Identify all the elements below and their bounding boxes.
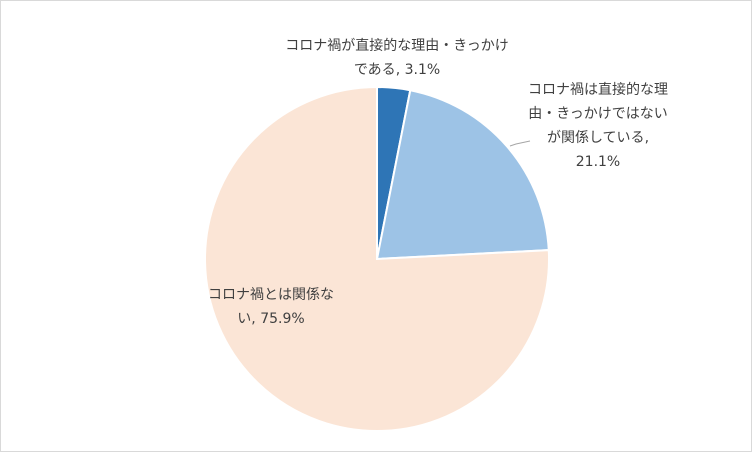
value-label: 3.1% xyxy=(404,62,441,78)
data-label: コロナ禍とは関係ない, 75.9% xyxy=(205,283,337,331)
data-label: コロナ禍が直接的な理由・きっかけである, 3.1% xyxy=(283,34,511,82)
label-separator: , xyxy=(644,130,650,146)
category-label: コロナ禍とは関係ない xyxy=(208,287,334,327)
leader-line xyxy=(509,140,531,147)
pie xyxy=(204,85,550,432)
label-separator: , xyxy=(251,311,256,327)
category-label: コロナ禍は直接的な理由・きっかけではないが関係している xyxy=(528,82,668,146)
label-separator: , xyxy=(395,62,401,78)
category-label: コロナ禍が直接的な理由・きっかけである xyxy=(285,38,509,78)
pie-slice xyxy=(375,89,550,261)
value-label: 75.9% xyxy=(260,311,305,327)
value-label: 21.1% xyxy=(575,154,621,170)
pie-slice xyxy=(204,85,550,432)
data-label: コロナ禍は直接的な理由・きっかけではないが関係している, 21.1% xyxy=(528,78,668,174)
